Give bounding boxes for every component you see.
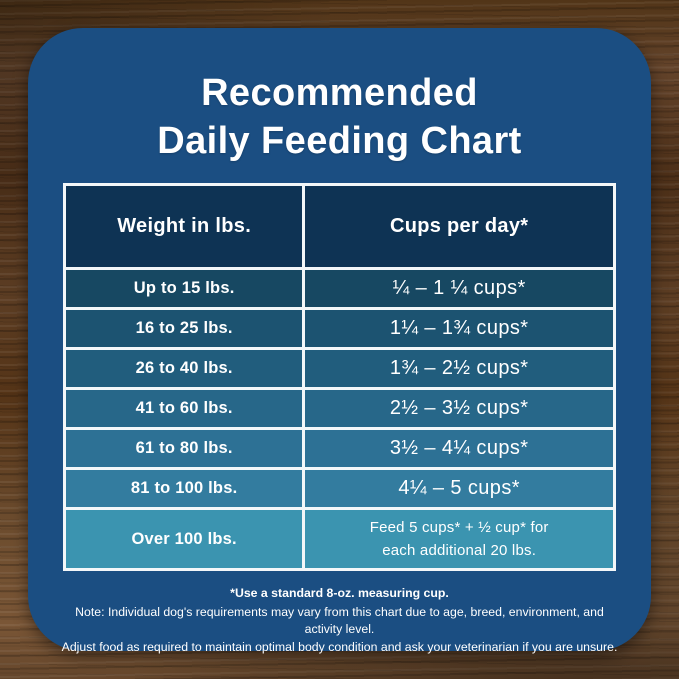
cups-cell-row-7: Feed 5 cups* + ½ cup* for each additiona… [305, 510, 613, 568]
page-title-line-1: Recommended [201, 72, 478, 114]
cups-cell-row-7-line-2: each additional 20 lbs. [382, 542, 537, 559]
feeding-table: Weight in lbs. Cups per day* Up to 15 lb… [63, 183, 616, 571]
cups-cell-row-2: 1¼ – 1¾ cups* [305, 310, 613, 347]
cups-cell-row-7-line-1: Feed 5 cups* + ½ cup* for [369, 518, 549, 536]
disclaimer-line-1: Note: Individual dog's requirements may … [75, 605, 604, 637]
weight-cell-row-5: 61 to 80 lbs. [66, 430, 303, 467]
weight-cell-row-3: 26 to 40 lbs. [66, 350, 303, 387]
cups-cell-row-6: 4¼ – 5 cups* [305, 470, 613, 507]
page-title-line-2: Daily Feeding Chart [157, 119, 522, 162]
cups-cell-row-5: 3½ – 4¼ cups* [305, 430, 613, 467]
disclaimer-line-2: Adjust food as required to maintain opti… [61, 639, 618, 654]
cups-cell-row-1: ¼ – 1 ¼ cups* [305, 270, 613, 307]
cups-cell-row-3: 1¾ – 2½ cups* [305, 350, 613, 387]
column-header-weight: Weight in lbs. [66, 186, 303, 267]
footnotes: *Use a standard 8-oz. measuring cup. Not… [56, 586, 623, 656]
cups-cell-row-4: 2½ – 3½ cups* [305, 390, 613, 427]
feeding-chart-card: Recommended Daily Feeding Chart Weight i… [28, 28, 651, 654]
weight-cell-row-7: Over 100 lbs. [66, 510, 303, 568]
weight-cell-row-4: 41 to 60 lbs. [66, 390, 303, 427]
page-title: Recommended Daily Feeding Chart [28, 70, 651, 166]
measuring-cup-note: *Use a standard 8-oz. measuring cup. [230, 586, 449, 600]
weight-cell-row-2: 16 to 25 lbs. [66, 310, 303, 347]
column-header-cups: Cups per day* [305, 186, 613, 267]
weight-cell-row-1: Up to 15 lbs. [66, 270, 303, 307]
weight-cell-row-6: 81 to 100 lbs. [66, 470, 303, 507]
